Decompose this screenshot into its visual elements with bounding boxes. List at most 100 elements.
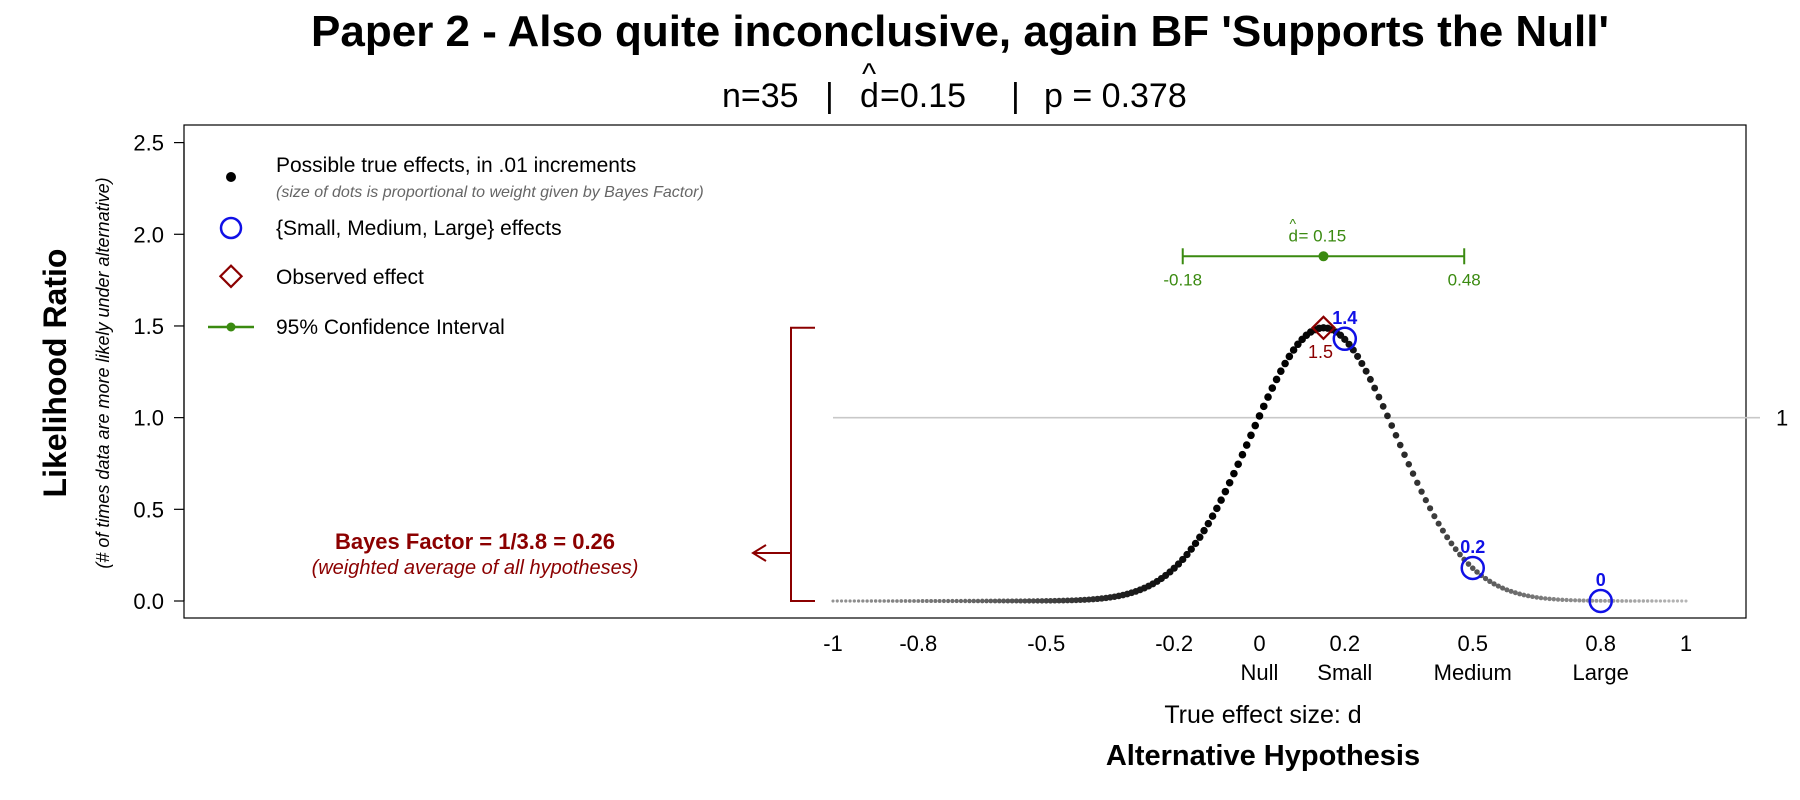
observed-effect-diamond: [1310, 315, 1337, 341]
possible-effect-dot: [1633, 599, 1637, 603]
possible-effect-dot: [1294, 340, 1302, 349]
possible-effect-dot: [852, 599, 856, 603]
possible-effect-dot: [1035, 598, 1041, 604]
possible-effect-dot: [1039, 598, 1045, 604]
possible-effect-dot: [1047, 597, 1054, 604]
possible-effect-dot: [1255, 412, 1264, 420]
possible-effect-dot: [1607, 599, 1612, 603]
x-tick-label: 0.5: [1457, 631, 1488, 656]
x-tick-label: 0: [1253, 631, 1265, 656]
possible-effect-dot: [1285, 352, 1294, 361]
possible-effect-dot: [937, 598, 942, 604]
possible-effect-dot: [1375, 393, 1383, 401]
possible-effect-dot: [1680, 599, 1684, 603]
possible-effect-dot: [924, 599, 929, 603]
possible-effect-dot: [946, 598, 951, 604]
possible-effect-dot: [1238, 450, 1247, 459]
possible-effect-dot: [1001, 598, 1007, 604]
possible-effect-dot: [907, 599, 912, 603]
possible-effect-dot: [1637, 599, 1641, 603]
possible-effect-dot: [839, 599, 844, 603]
possible-effect-dot: [865, 599, 869, 603]
possible-effect-dot: [1251, 421, 1260, 430]
possible-effect-dot: [1358, 359, 1366, 368]
legend-label-observed: Observed effect: [276, 266, 424, 289]
y-tick-label: 1.5: [133, 314, 164, 339]
legend: Possible true effects, in .01 increments…: [208, 154, 704, 339]
effect-markers: 1.4 0.2 0: [1332, 308, 1613, 614]
possible-effect-dot: [1268, 384, 1277, 392]
possible-effect-dot: [1469, 565, 1476, 571]
possible-effect-dot: [869, 599, 874, 603]
possible-effect-dot: [1598, 598, 1603, 603]
possible-effect-dot: [1435, 520, 1442, 527]
effect-circle: [1588, 588, 1613, 614]
possible-effect-dot: [1409, 470, 1417, 477]
bayes-bracket: [790, 326, 815, 602]
possible-effect-dot: [984, 598, 989, 604]
possible-effect-dot: [1482, 575, 1489, 582]
possible-effect-dot: [1568, 598, 1573, 603]
reference-line-group: 1: [833, 406, 1788, 431]
possible-effect-dot: [1060, 597, 1067, 604]
possible-effect-dot: [1217, 496, 1225, 504]
x-effect-name-label: Null: [1241, 660, 1279, 685]
possible-effect-dot: [1225, 478, 1234, 487]
possible-effect-dot: [895, 599, 899, 603]
subtitle-dhat-hat: ^: [862, 58, 876, 91]
possible-effect-dot: [1538, 595, 1544, 601]
possible-effect-dot: [1452, 546, 1459, 553]
x-tick-label: -0.5: [1027, 631, 1065, 656]
possible-effect-dot: [916, 599, 921, 603]
possible-effect-dot: [1444, 534, 1451, 541]
possible-effect-dot: [1056, 597, 1062, 604]
possible-effect-dot: [1341, 335, 1349, 343]
legend-label-effects: {Small, Medium, Large} effects: [276, 217, 562, 240]
x-axis-label-bold: Alternative Hypothesis: [1106, 740, 1420, 772]
possible-effect-dot: [1658, 599, 1663, 603]
possible-effect-dot: [1187, 545, 1195, 553]
possible-effect-dot: [1068, 597, 1075, 604]
y-tick-label: 2.5: [133, 131, 164, 156]
x-tick-label: 1: [1680, 631, 1692, 656]
possible-effect-dot: [1504, 587, 1510, 593]
possible-effect-dot: [1551, 597, 1556, 602]
subtitle-sep-1: |: [825, 77, 834, 115]
possible-effect-dot: [1495, 583, 1501, 589]
possible-effect-dot: [831, 599, 835, 603]
possible-effect-dot: [1564, 597, 1569, 603]
ci-center-letter: d: [1288, 226, 1297, 245]
y-axis-label: Likelihood Ratio: [37, 249, 73, 498]
possible-effect-dot: [1457, 551, 1463, 558]
possible-effect-dot: [958, 598, 964, 604]
possible-effect-dot: [1196, 533, 1204, 541]
possible-effect-dot: [1590, 598, 1595, 603]
x-tick-label: 0.2: [1330, 631, 1361, 656]
effect-label: 1.4: [1332, 308, 1357, 328]
bayes-factor-subtext: (weighted average of all hypotheses): [312, 557, 639, 579]
legend-sublabel-dots: (size of dots is proportional to weight …: [276, 184, 704, 201]
possible-effect-dot: [1247, 431, 1255, 440]
chart-subtitle: n=35 | ^ d =0.15 | p = 0.378: [722, 58, 1187, 115]
possible-effect-dot: [1422, 497, 1429, 504]
possible-effect-dot: [1396, 441, 1404, 449]
possible-effect-dot: [1242, 441, 1251, 449]
possible-effect-dot: [882, 599, 886, 603]
possible-effect-dot: [1573, 598, 1578, 603]
possible-effect-dot: [1388, 422, 1396, 429]
possible-effect-dot: [1624, 599, 1629, 603]
possible-effect-dot: [835, 599, 839, 603]
possible-effect-dot: [1431, 513, 1438, 520]
subtitle-dhat-value: =0.15: [880, 77, 966, 115]
possible-effect-dot: [988, 598, 994, 604]
possible-effect-dot: [920, 599, 925, 603]
bayes-factor-group: Bayes Factor = 1/3.8 = 0.26 (weighted ave…: [312, 326, 815, 602]
bayes-factor-text: Bayes Factor = 1/3.8 = 0.26: [335, 529, 615, 554]
effect-circle: [1332, 326, 1358, 352]
legend-ci-dot-icon: [226, 322, 236, 332]
possible-effect-dot: [1204, 519, 1213, 528]
legend-dot-icon: [226, 172, 236, 182]
possible-effect-dot: [1671, 599, 1675, 603]
possible-effect-dot: [1663, 599, 1667, 603]
possible-effect-dot: [848, 599, 852, 603]
